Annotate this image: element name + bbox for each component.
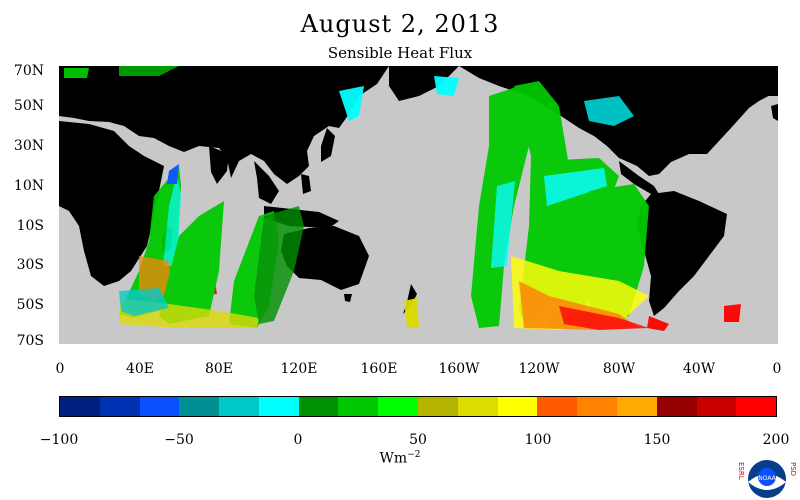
uk: [771, 104, 778, 121]
colorbar-segment: [179, 397, 220, 416]
australia: [281, 226, 369, 290]
colorbar-segment: [418, 397, 458, 416]
lat-label-70s: 70S: [16, 333, 44, 349]
colorbar-tick: 150: [643, 432, 671, 448]
lat-label-70n: 70N: [13, 63, 44, 79]
colorbar-tick: 100: [524, 432, 552, 448]
units-exponent: −2: [407, 450, 421, 460]
swath-indian-cyan: [119, 288, 169, 316]
lat-label-10n: 10N: [13, 178, 44, 194]
swath-south-atlantic-red-1: [647, 316, 669, 331]
eurasia: [59, 66, 389, 184]
colorbar-tick: −50: [164, 432, 194, 448]
lon-label-160e: 160E: [360, 361, 398, 377]
colorbar-tick: 50: [409, 432, 427, 448]
lon-label-40e: 40E: [125, 361, 155, 377]
noaa-logo: NOAA ESRL PSD: [737, 460, 797, 498]
colorbar-segment: [497, 397, 538, 416]
colorbar-segment: [616, 397, 657, 416]
colorbar-segment: [378, 397, 419, 416]
colorbar-segment: [537, 397, 578, 416]
lon-label-80w: 80W: [602, 361, 636, 377]
map-title: August 2, 2013: [300, 10, 500, 38]
india: [209, 146, 229, 184]
world-map: [59, 66, 778, 344]
colorbar-segment: [60, 397, 100, 416]
colorbar-tick: −100: [39, 432, 79, 448]
colorbar-segment: [577, 397, 617, 416]
swath-arctic-2: [119, 66, 179, 76]
central-america: [619, 161, 659, 194]
lat-label-30n: 30N: [13, 138, 44, 154]
colorbar-segment: [736, 397, 777, 416]
philippines: [301, 174, 311, 194]
colorbar-tick: 0: [293, 432, 303, 448]
swath-pacific-cyan-2: [434, 76, 459, 96]
swath-alaska-cyan: [584, 96, 634, 126]
south-america: [637, 191, 727, 316]
lon-label-160w: 160W: [438, 361, 480, 377]
colorbar-segment: [338, 397, 379, 416]
colorbar-units: Wm−2: [0, 450, 800, 467]
greenland: [737, 66, 778, 96]
swath-pacific-cyan-3: [544, 168, 607, 206]
japan: [321, 128, 335, 162]
lat-label-30s: 30S: [16, 257, 44, 273]
swath-pacific-1-cyan: [491, 181, 515, 268]
colorbar-segment: [99, 397, 140, 416]
swath-pacific-cyan-1: [339, 86, 364, 121]
lon-label-40w: 40W: [682, 361, 716, 377]
colorbar-segment: [139, 397, 180, 416]
swath-indian-blue: [167, 164, 179, 184]
lat-label-50n: 50N: [13, 98, 44, 114]
swath-pacific-red: [559, 306, 649, 330]
swath-west-pacific: [254, 206, 304, 324]
lon-label-120w: 120W: [518, 361, 560, 377]
logo-right-text: PSD: [789, 462, 797, 476]
southeast-asia: [254, 161, 279, 204]
lon-label-0: 0: [55, 361, 65, 377]
colorbar-segment: [457, 397, 498, 416]
swath-arctic-1: [64, 68, 89, 78]
lon-label-80e: 80E: [204, 361, 234, 377]
alaska: [389, 66, 459, 101]
colorbar: [59, 396, 777, 417]
units-base: Wm: [379, 450, 408, 467]
swath-nz: [404, 298, 419, 328]
swath-south-atlantic-red-2: [724, 304, 741, 322]
logo-left-text: ESRL: [737, 462, 745, 480]
map-subtitle: Sensible Heat Flux: [327, 44, 473, 62]
colorbar-segment: [258, 397, 299, 416]
flux-map-svg: [59, 66, 778, 344]
colorbar-segment: [298, 397, 339, 416]
africa: [59, 121, 164, 286]
swath-indian-2: [159, 201, 224, 324]
flux-swaths: [64, 66, 741, 331]
swath-indian-1b: [163, 174, 181, 266]
lon-label-0-end: 0: [772, 361, 782, 377]
logo-text: NOAA: [758, 475, 776, 482]
colorbar-segment: [656, 397, 697, 416]
colorbar-tick: 200: [762, 432, 790, 448]
lat-label-50s: 50S: [16, 297, 44, 313]
lat-label-10s: 10S: [16, 218, 44, 234]
colorbar-segment: [219, 397, 259, 416]
lon-label-120e: 120E: [280, 361, 318, 377]
colorbar-segment: [696, 397, 737, 416]
tasmania: [344, 294, 352, 302]
